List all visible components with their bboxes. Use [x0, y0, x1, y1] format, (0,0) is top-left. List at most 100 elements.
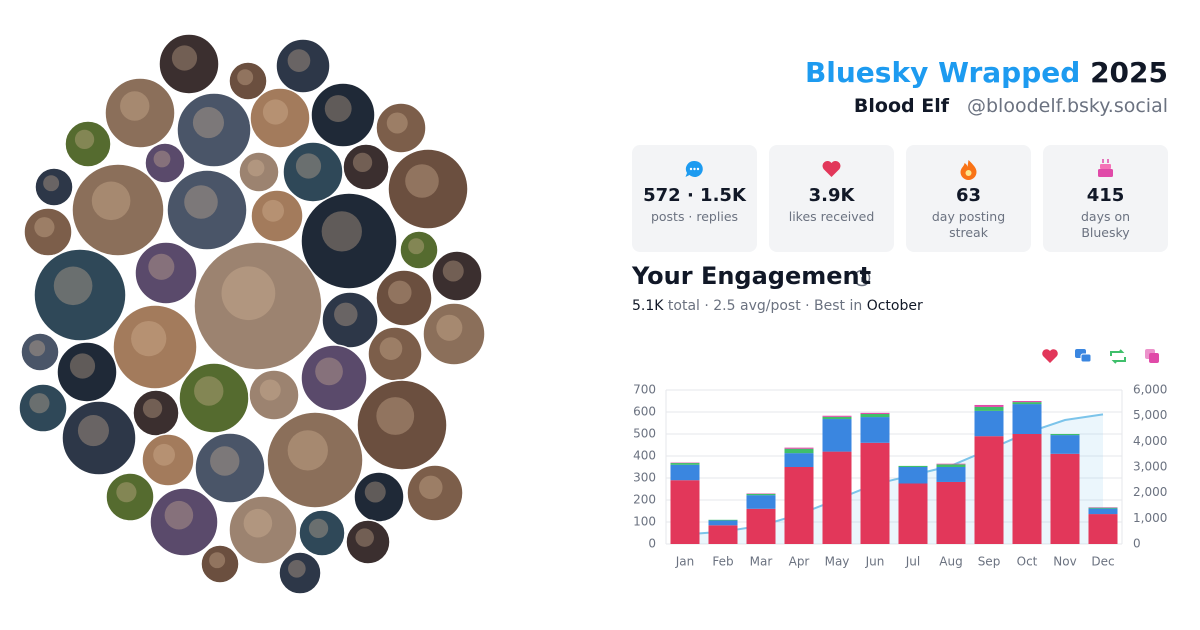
- avatar-highlight: [262, 99, 289, 125]
- stat-icon: [685, 160, 703, 177]
- y2-tick-label: 3,000: [1133, 460, 1167, 474]
- stat-icon: [1098, 159, 1113, 177]
- avatar: [158, 33, 220, 95]
- avatar-highlight: [29, 393, 50, 414]
- avatar: [71, 163, 165, 257]
- avatar-highlight: [386, 112, 408, 134]
- avatar-highlight: [355, 528, 374, 547]
- bar-segment: [974, 404, 1004, 407]
- avatar: [112, 304, 198, 390]
- avatar: [298, 509, 346, 557]
- y-tick-label: 200: [633, 493, 656, 507]
- avatar-highlight: [210, 446, 240, 476]
- avatar-highlight: [91, 181, 131, 221]
- avatar: [61, 400, 137, 476]
- engagement-chart: 0 100 200 300 400 500 600 700 0 1,000 2,000 3,000 4,…: [633, 269, 1167, 569]
- avatar-highlight: [43, 175, 60, 192]
- bar-segment: [1088, 514, 1118, 544]
- bar-segment: [860, 412, 890, 414]
- bar-segment: [784, 467, 814, 544]
- avatar: [249, 87, 311, 149]
- bar-segment: [974, 406, 1004, 411]
- bar-segment: [1050, 453, 1080, 544]
- avatar-highlight: [53, 266, 93, 306]
- avatar: [399, 230, 439, 270]
- bar-segment: [974, 410, 1004, 437]
- x-tick-label: Nov: [1053, 555, 1076, 569]
- avatar-highlight: [116, 482, 137, 503]
- bar-segment: [860, 417, 890, 443]
- avatar-highlight: [29, 340, 46, 357]
- avatar: [266, 411, 364, 509]
- avatar-cloud: [18, 33, 486, 595]
- bar-segment: [708, 525, 738, 544]
- avatar-highlight: [148, 253, 175, 280]
- y2-tick-label: 1,000: [1133, 511, 1167, 525]
- x-tick-label: Apr: [789, 555, 810, 569]
- avatar: [342, 143, 390, 191]
- avatar-highlight: [194, 376, 224, 406]
- x-tick-label: Jan: [675, 555, 695, 569]
- avatar: [353, 471, 405, 523]
- avatar: [104, 77, 176, 149]
- avatar: [228, 61, 268, 101]
- y-tick-label: 400: [633, 449, 656, 463]
- y-tick-label: 500: [633, 427, 656, 441]
- avatar-highlight: [153, 443, 176, 466]
- avatar: [387, 148, 469, 230]
- bar-segment: [1050, 434, 1080, 436]
- avatar-highlight: [408, 238, 425, 255]
- profile: Blood Elf @bloodelf.bsky.social: [805, 95, 1168, 117]
- x-tick-label: Feb: [712, 555, 733, 569]
- stat-value: 3.9K: [808, 185, 855, 206]
- avatar-highlight: [153, 150, 171, 168]
- avatar: [356, 379, 448, 471]
- handle: @bloodelf.bsky.social: [967, 95, 1168, 117]
- avatar: [166, 169, 248, 251]
- avatar-highlight: [192, 107, 224, 139]
- stat-icon: [960, 160, 977, 180]
- avatar-highlight: [74, 129, 95, 150]
- avatar-highlight: [262, 199, 285, 222]
- y-tick-label: 600: [633, 405, 656, 419]
- avatar: [228, 495, 298, 565]
- stat-card: 3.9K likes received: [769, 145, 894, 252]
- avatar: [20, 332, 60, 372]
- y2-tick-label: 0: [1133, 537, 1141, 551]
- bar-segment: [1012, 434, 1042, 544]
- total: 5.1K: [632, 298, 664, 314]
- x-tick-label: Mar: [750, 555, 773, 569]
- summary: 5.1K total · 2.5 avg/post · Best in Octo…: [632, 298, 923, 314]
- avatar: [33, 248, 127, 342]
- avatar: [194, 432, 266, 504]
- avatar: [300, 344, 368, 412]
- avatar: [275, 38, 331, 94]
- bar-segment: [898, 465, 928, 467]
- avatar-highlight: [184, 185, 218, 219]
- avatar-highlight: [442, 260, 464, 282]
- legend-icon: [1042, 349, 1058, 363]
- avatar: [248, 369, 300, 421]
- avatar-highlight: [120, 91, 150, 121]
- bar-segment: [746, 508, 776, 544]
- y2-tick-label: 4,000: [1133, 434, 1167, 448]
- avatar-highlight: [247, 159, 265, 177]
- x-tick-label: Jul: [905, 555, 920, 569]
- avatar-highlight: [324, 95, 352, 123]
- bar-segment: [670, 463, 700, 465]
- avatar: [149, 487, 219, 557]
- bar-segment: [784, 453, 814, 467]
- x-tick-label: Oct: [1017, 555, 1038, 569]
- stat-value: 415: [1086, 185, 1125, 206]
- legend-icon: [1149, 353, 1159, 363]
- avatar-highlight: [295, 153, 322, 179]
- avatar-highlight: [321, 211, 362, 252]
- legend-icon: [1110, 349, 1126, 364]
- bar-segment: [822, 419, 852, 452]
- avatar-highlight: [376, 397, 415, 435]
- avatar: [422, 302, 486, 366]
- avatar-highlight: [379, 337, 403, 360]
- avatar-highlight: [131, 320, 167, 357]
- bar-segment: [670, 464, 700, 481]
- bar-segment: [898, 483, 928, 544]
